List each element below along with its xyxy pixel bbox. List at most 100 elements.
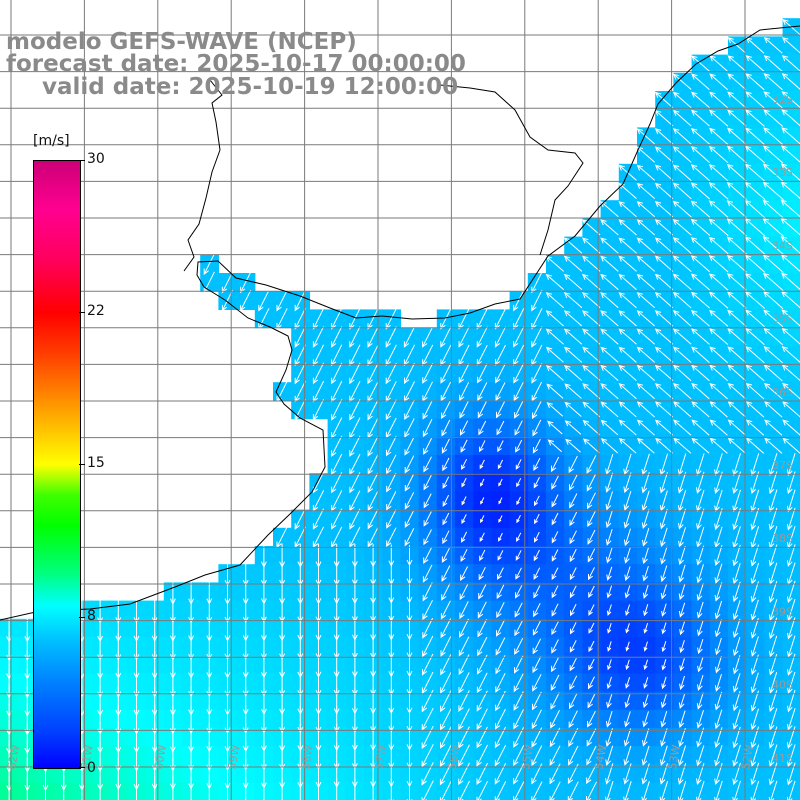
wind-arrow — [727, 309, 747, 327]
wind-arrow — [440, 308, 452, 330]
wind-arrow — [515, 459, 522, 470]
wind-arrow — [732, 708, 741, 730]
wind-arrow — [498, 478, 503, 487]
wind-arrow — [588, 658, 595, 671]
wind-arrow — [732, 744, 741, 767]
wind-arrow — [763, 145, 784, 164]
wind-arrow — [442, 457, 450, 472]
wind-arrow — [551, 621, 559, 636]
wind-arrow — [745, 291, 766, 309]
wind-arrow — [515, 550, 522, 561]
wind-arrow — [533, 476, 540, 489]
wind-arrow — [567, 781, 579, 800]
wind-arrow — [708, 255, 729, 273]
longitude-labels: 62W61W60W59W58W57W56W55W54W53W52W51W — [5, 744, 756, 771]
wind-arrow — [349, 344, 361, 367]
wind-arrow — [570, 622, 577, 635]
wind-arrow — [654, 255, 674, 272]
wind-arrow — [654, 237, 674, 254]
wind-arrow — [600, 401, 619, 418]
wind-arrow — [763, 73, 783, 91]
wind-arrow — [422, 400, 433, 420]
wind-arrow — [780, 235, 800, 254]
wind-arrow — [673, 401, 692, 418]
wind-arrow — [727, 109, 747, 127]
wind-arrow — [654, 146, 674, 163]
wind-arrow — [227, 776, 228, 800]
wind-arrow — [690, 291, 710, 309]
wind-arrow — [624, 694, 631, 709]
wind-arrow — [697, 674, 704, 691]
colorbar-label-8: 8 — [87, 608, 96, 624]
wind-arrow — [532, 620, 541, 636]
wind-arrow — [367, 526, 379, 548]
wind-arrow — [636, 310, 656, 327]
wind-arrow — [496, 420, 505, 436]
wind-arrow — [586, 492, 596, 510]
wind-arrow — [547, 420, 563, 435]
wind-arrow — [460, 566, 469, 582]
wind-arrow — [768, 762, 778, 786]
wind-arrow — [404, 362, 415, 385]
wind-arrow — [618, 401, 637, 418]
wind-arrow — [605, 710, 613, 728]
wind-arrow — [423, 437, 433, 455]
wind-arrows — [6, 18, 800, 800]
wind-arrow — [514, 620, 523, 637]
wind-arrow — [545, 255, 565, 272]
longitude-label: 53W — [666, 744, 683, 771]
wind-arrow — [727, 364, 747, 382]
wind-arrow — [564, 420, 582, 435]
wind-arrow — [404, 510, 415, 529]
wind-arrow — [732, 508, 741, 531]
wind-arrow — [422, 635, 434, 658]
wind-arrow — [458, 363, 470, 384]
wind-arrow — [551, 531, 559, 544]
wind-arrow — [636, 419, 655, 436]
wind-arrow — [588, 622, 595, 634]
wind-arrow — [636, 237, 656, 254]
wind-arrow — [568, 692, 578, 710]
longitude-label: 55W — [519, 744, 536, 771]
wind-arrow — [385, 362, 397, 385]
wind-arrow — [654, 164, 674, 181]
wind-arrow — [762, 272, 784, 291]
wind-arrow — [458, 708, 470, 731]
wind-arrow — [385, 344, 397, 366]
wind-arrow — [582, 383, 601, 400]
river-outline — [183, 79, 584, 272]
wind-arrow — [709, 401, 728, 418]
wind-arrow — [406, 779, 413, 800]
wind-arrow — [531, 289, 543, 312]
wind-arrow — [478, 420, 487, 436]
wind-arrow — [531, 308, 543, 330]
wind-arrow — [388, 778, 395, 800]
wind-arrow — [690, 127, 710, 145]
wind-arrow — [294, 508, 306, 530]
wind-arrow — [494, 308, 507, 330]
wind-arrow — [636, 182, 656, 199]
wind-arrow — [312, 508, 325, 530]
wind-arrow — [404, 492, 415, 510]
wind-arrow — [281, 777, 283, 800]
wind-arrow — [459, 583, 469, 601]
wind-arrow — [745, 419, 765, 436]
wind-arrow — [551, 603, 559, 617]
wind-arrow — [714, 674, 722, 692]
wind-arrow — [764, 419, 783, 436]
wind-arrow — [696, 471, 705, 494]
wind-arrow — [563, 273, 583, 290]
wind-arrow — [498, 497, 503, 505]
wind-arrow — [545, 292, 564, 309]
wind-arrow — [422, 363, 434, 384]
wind-arrow — [714, 508, 723, 531]
wind-arrow — [787, 635, 796, 658]
wind-arrow — [440, 618, 452, 639]
wind-arrow — [726, 200, 748, 219]
longitude-label: 58W — [299, 744, 316, 771]
wind-arrow — [421, 707, 434, 731]
wind-arrow — [421, 744, 434, 768]
wind-arrow — [654, 273, 674, 291]
